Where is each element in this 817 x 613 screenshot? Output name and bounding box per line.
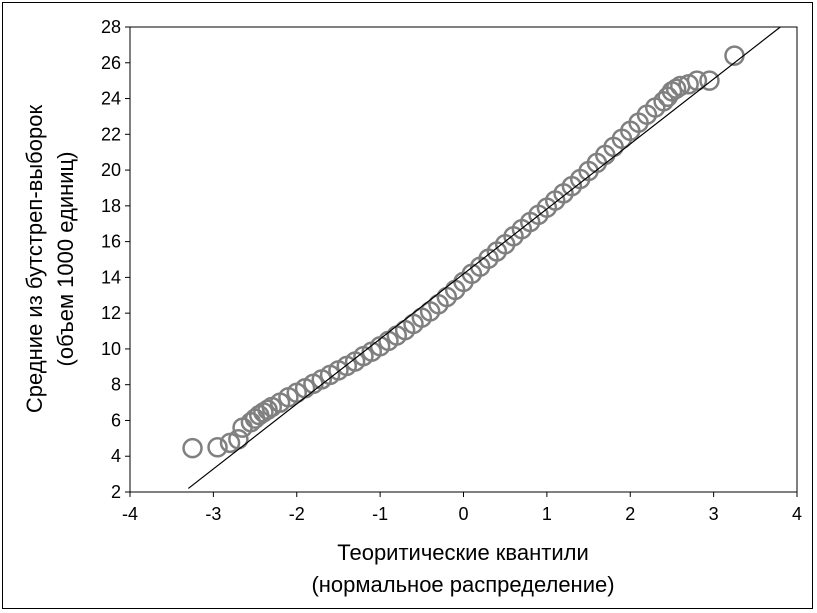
data-point [724, 45, 745, 66]
y-tick-label: 22 [101, 124, 121, 144]
y-tick-label: 2 [111, 482, 121, 502]
y-tick-label: 16 [101, 232, 121, 252]
data-point [699, 70, 720, 91]
x-tick-label: 4 [792, 504, 802, 524]
x-tick-label: 0 [458, 504, 468, 524]
data-point [207, 437, 228, 458]
plot-area-border [129, 26, 798, 493]
reference-line [187, 26, 781, 489]
data-point [665, 78, 687, 99]
x-tick-label: 3 [709, 504, 719, 524]
y-tick-label: 8 [111, 375, 121, 395]
x-axis-title-line-2: (нормальное распределение) [311, 572, 614, 597]
data-point [228, 428, 249, 450]
y-tick-label: 12 [101, 303, 121, 323]
data-point [182, 437, 203, 459]
y-axis-title-line-1: Средние из бутстреп-выборок [22, 105, 47, 414]
y-tick-label: 28 [101, 17, 121, 37]
y-axis-title-line-2: (объем 1000 единиц) [53, 152, 78, 367]
x-axis-title-line-1: Теоритические квантили [337, 540, 588, 565]
x-tick-label: 1 [542, 504, 552, 524]
x-tick-label: -2 [289, 504, 305, 524]
y-tick-label: 10 [101, 339, 121, 359]
y-tick-label: 18 [101, 196, 121, 216]
data-points [182, 45, 745, 459]
x-tick-label: -3 [205, 504, 221, 524]
y-tick-label: 24 [101, 89, 121, 109]
y-tick-label: 26 [101, 53, 121, 73]
y-tick-label: 14 [101, 267, 121, 287]
y-tick-label: 4 [111, 446, 121, 466]
y-tick-label: 6 [111, 410, 121, 430]
y-tick-label: 20 [101, 160, 121, 180]
x-tick-label: -1 [372, 504, 388, 524]
x-tick-label: -4 [122, 504, 138, 524]
data-point [686, 70, 708, 91]
x-tick-label: 2 [625, 504, 635, 524]
